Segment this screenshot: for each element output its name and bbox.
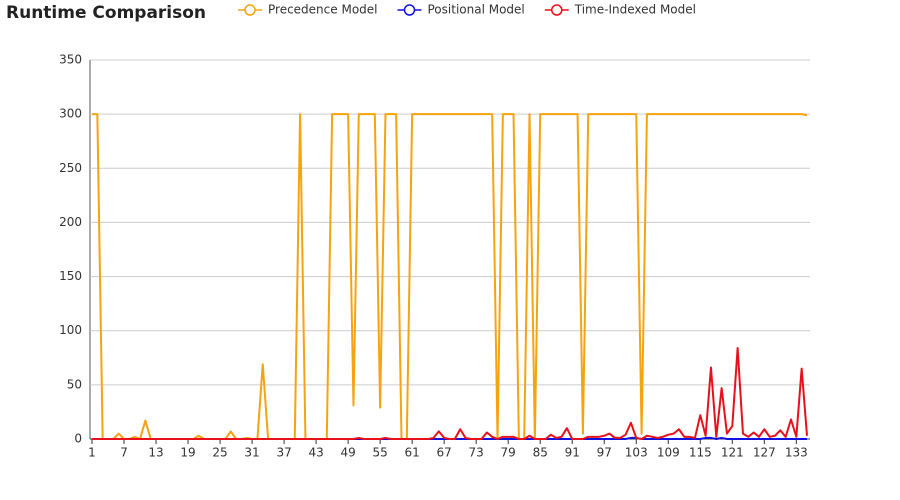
x-tick-label: 7 bbox=[120, 446, 128, 460]
legend-marker bbox=[244, 4, 256, 16]
x-tick-label: 85 bbox=[533, 446, 548, 460]
x-tick-label: 73 bbox=[469, 446, 484, 460]
x-tick-label: 133 bbox=[785, 446, 808, 460]
x-tick-label: 43 bbox=[308, 446, 323, 460]
x-tick-label: 67 bbox=[437, 446, 452, 460]
legend-label: Precedence Model bbox=[268, 3, 378, 17]
x-tick-label: 1 bbox=[88, 446, 96, 460]
legend: Precedence Model Positional Model Time-Ind… bbox=[238, 3, 696, 17]
y-tick-label: 150 bbox=[59, 269, 82, 283]
x-tick-label: 37 bbox=[276, 446, 291, 460]
x-tick-label: 121 bbox=[721, 446, 744, 460]
x-tick-label: 49 bbox=[340, 446, 355, 460]
x-tick-label: 115 bbox=[689, 446, 712, 460]
x-tick-label: 91 bbox=[565, 446, 580, 460]
x-tick-label: 109 bbox=[657, 446, 680, 460]
x-tick-label: 61 bbox=[405, 446, 420, 460]
x-tick-label: 103 bbox=[625, 446, 648, 460]
legend-marker bbox=[551, 4, 563, 16]
x-tick-label: 13 bbox=[148, 446, 163, 460]
x-tick-label: 31 bbox=[244, 446, 259, 460]
legend-marker bbox=[403, 4, 416, 16]
x-tick-label: 19 bbox=[180, 446, 195, 460]
x-tick-label: 79 bbox=[501, 446, 516, 460]
x-tick-label: 55 bbox=[372, 446, 387, 460]
x-tick-label: 127 bbox=[753, 446, 776, 460]
y-tick-label: 200 bbox=[59, 215, 82, 229]
y-tick-label: 300 bbox=[59, 107, 82, 121]
chart-title: Runtime Comparison bbox=[6, 3, 206, 23]
y-tick-label: 0 bbox=[74, 432, 82, 446]
y-tick-label: 50 bbox=[67, 377, 82, 391]
y-tick-label: 100 bbox=[59, 323, 82, 337]
series-line bbox=[92, 347, 808, 440]
legend-label: Positional Model bbox=[428, 3, 525, 17]
y-tick-label: 250 bbox=[59, 161, 82, 175]
legend-label: Time-Indexed Model bbox=[574, 3, 696, 17]
x-tick-label: 25 bbox=[212, 446, 227, 460]
y-tick-label: 350 bbox=[59, 53, 82, 67]
x-tick-label: 97 bbox=[597, 446, 612, 460]
